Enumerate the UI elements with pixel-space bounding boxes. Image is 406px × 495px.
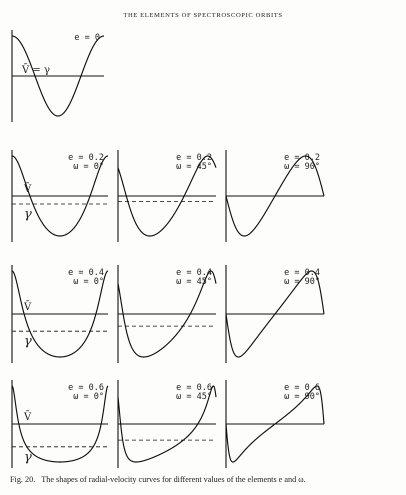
eccentricity-label: e = 0.2 [176,153,212,163]
velocity-curve [11,155,109,237]
vbar-label: V̄ [23,301,32,313]
eccentricity-label: e = 0.6 [68,383,104,393]
panel-e04-w0: e = 0.4ω = 0° V̄ γ [11,265,109,363]
velocity-curve [225,385,325,463]
eccentricity-label: e = 0.4 [68,268,104,278]
panel-e06-w0: e = 0.6ω = 0° V̄ γ [11,380,109,468]
eccentricity-label: e = 0.2 [284,153,320,163]
eccentricity-label: e = 0.2 [68,153,104,163]
caption-text: The shapes of radial-velocity curves for… [41,475,306,484]
eccentricity-label: e = 0.4 [284,268,320,278]
omega-label: ω = 0° [73,392,104,402]
caption-label: Fig. 20. [10,475,36,484]
velocity-curve [117,270,217,358]
vbar-equals-gamma-label: V̄ = γ [21,64,50,76]
running-header: THE ELEMENTS OF SPECTROSCOPIC ORBITS [123,12,283,19]
velocity-curve [11,385,109,463]
panel-e02-w90: e = 0.2ω = 90° [225,150,325,242]
omega-label: ω = 0° [73,277,104,287]
panel-e02-w45: e = 0.2ω = 45° [117,150,217,242]
omega-label: ω = 90° [284,277,320,287]
eccentricity-label: e = 0.6 [176,383,212,393]
eccentricity-label: e = 0.4 [176,268,212,278]
velocity-curve [225,155,325,237]
omega-label: ω = 90° [284,392,320,402]
velocity-curve [12,35,104,117]
eccentricity-label: e = 0 [74,33,100,43]
panels-layer: e = 0V̄ = γe = 0.2ω = 0°V̄γe = 0.2ω = 45… [11,30,325,468]
velocity-curve [117,385,217,463]
panel-e06-w90: e = 0.6ω = 90° [225,380,325,468]
panel-e04-w90: e = 0.4ω = 90° [225,265,325,363]
eccentricity-label: e = 0.6 [284,383,320,393]
omega-label: ω = 0° [73,162,104,172]
gamma-label: γ [24,450,32,465]
panel-e02-w0: e = 0.2ω = 0° V̄ γ [11,150,109,242]
vbar-label: V̄ [23,411,32,423]
vbar-label: V̄ [23,183,32,195]
velocity-curve [225,270,325,358]
panel-e04-w45: e = 0.4ω = 45° [117,265,217,363]
velocity-curve [11,270,109,358]
panel-e0: e = 0 V̄ = γ [11,30,104,122]
velocity-curve [117,155,217,237]
figure-caption: Fig. 20. The shapes of radial-velocity cu… [10,475,400,484]
gamma-label: γ [24,334,32,349]
gamma-label: γ [24,207,32,222]
omega-label: ω = 45° [176,277,212,287]
omega-label: ω = 90° [284,162,320,172]
omega-label: ω = 45° [176,162,212,172]
omega-label: ω = 45° [176,392,212,402]
panel-e06-w45: e = 0.6ω = 45° [117,380,217,468]
